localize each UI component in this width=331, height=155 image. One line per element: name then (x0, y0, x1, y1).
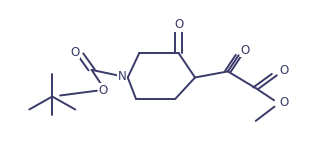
Text: O: O (279, 64, 288, 78)
Text: O: O (279, 96, 288, 109)
Text: O: O (174, 18, 183, 31)
Text: N: N (118, 70, 126, 83)
Text: O: O (71, 46, 80, 59)
Text: O: O (240, 44, 250, 57)
Text: O: O (99, 84, 108, 97)
